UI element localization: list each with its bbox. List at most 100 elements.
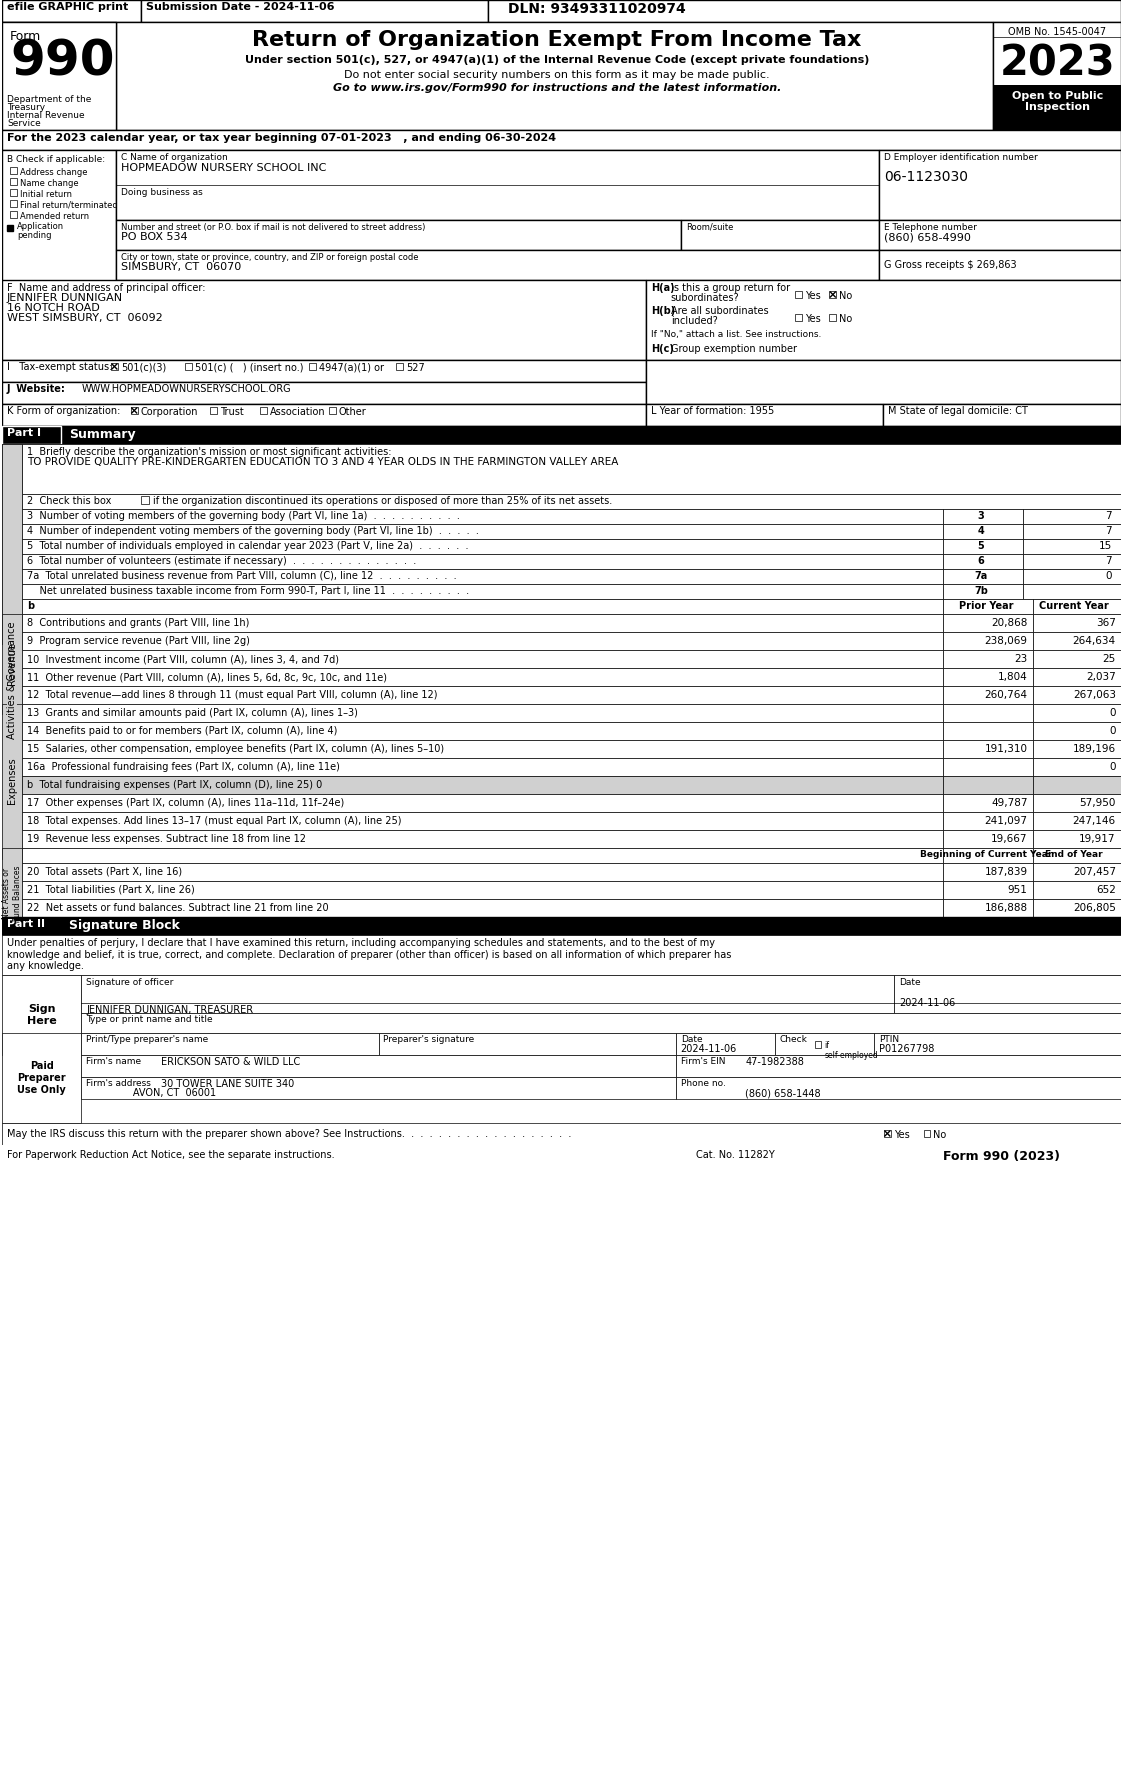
Bar	[21, 585, 944, 599]
Text: 501(c) (   ) (insert no.): 501(c) ( ) (insert no.)	[195, 364, 304, 373]
Text: Name change: Name change	[20, 178, 78, 187]
Text: 18  Total expenses. Add lines 13–17 (must equal Part IX, column (A), line 25): 18 Total expenses. Add lines 13–17 (must…	[27, 816, 401, 826]
Bar	[1033, 685, 1121, 705]
Bar	[944, 848, 1033, 864]
Bar	[2, 705, 21, 858]
Text: Activities & Governance: Activities & Governance	[7, 622, 17, 738]
Text: TO PROVIDE QUALITY PRE-KINDERGARTEN EDUCATION TO 3 AND 4 YEAR OLDS IN THE FARMIN: TO PROVIDE QUALITY PRE-KINDERGARTEN EDUC…	[27, 457, 618, 466]
Text: 191,310: 191,310	[984, 743, 1027, 754]
Bar	[21, 615, 944, 632]
Bar	[676, 1033, 774, 1054]
Bar	[830, 291, 837, 298]
Text: No: No	[839, 291, 852, 300]
Text: May the IRS discuss this return with the preparer shown above? See Instructions.: May the IRS discuss this return with the…	[7, 1128, 571, 1139]
Bar	[884, 1130, 891, 1137]
Text: PO BOX 534: PO BOX 534	[121, 231, 187, 242]
Text: Prior Year: Prior Year	[959, 600, 1013, 611]
Text: G Gross receipts $ 269,863: G Gross receipts $ 269,863	[884, 260, 1016, 270]
Text: Trust: Trust	[220, 406, 244, 417]
Bar	[1033, 668, 1121, 685]
Text: Treasury: Treasury	[7, 102, 45, 111]
Bar	[795, 291, 802, 298]
Text: 1  Briefly describe the organization's mission or most significant activities:: 1 Briefly describe the organization's mi…	[27, 447, 392, 457]
Bar	[21, 685, 944, 705]
Text: Yes: Yes	[894, 1130, 910, 1141]
Bar	[260, 406, 266, 413]
Bar	[1023, 539, 1121, 555]
Text: H(b): H(b)	[651, 306, 675, 316]
Bar	[21, 569, 944, 585]
Bar	[1033, 650, 1121, 668]
Text: No: No	[934, 1130, 947, 1141]
Text: Revenue: Revenue	[7, 643, 17, 685]
Bar	[830, 314, 837, 321]
Bar	[944, 758, 1033, 775]
Text: C Name of organization: C Name of organization	[121, 154, 228, 162]
Bar	[944, 812, 1033, 830]
Text: 20  Total assets (Part X, line 16): 20 Total assets (Part X, line 16)	[27, 867, 182, 878]
Text: 19  Revenue less expenses. Subtract line 18 from line 12: 19 Revenue less expenses. Subtract line …	[27, 834, 306, 844]
Text: Firm's name: Firm's name	[86, 1058, 141, 1067]
Text: 16a  Professional fundraising fees (Part IX, column (A), line 11e): 16a Professional fundraising fees (Part …	[27, 761, 340, 772]
Bar	[2, 150, 116, 350]
Bar	[210, 406, 217, 413]
Bar	[21, 599, 944, 615]
Text: WWW.HOPMEADOWNURSERYSCHOOL.ORG: WWW.HOPMEADOWNURSERYSCHOOL.ORG	[81, 383, 291, 394]
Bar	[81, 1054, 676, 1077]
Text: 3  Number of voting members of the governing body (Part VI, line 1a)  .  .  .  .: 3 Number of voting members of the govern…	[27, 510, 460, 521]
Bar	[21, 632, 944, 650]
Text: Firm's EIN: Firm's EIN	[681, 1058, 725, 1067]
Bar	[2, 0, 1121, 21]
Bar	[2, 934, 1121, 975]
Bar	[879, 150, 1121, 221]
Text: 25: 25	[1103, 653, 1115, 664]
Bar	[944, 569, 1023, 585]
Text: if the organization discontinued its operations or disposed of more than 25% of : if the organization discontinued its ope…	[152, 496, 612, 507]
Text: subordinates?: subordinates?	[671, 293, 739, 304]
Text: 264,634: 264,634	[1073, 636, 1115, 646]
Bar	[924, 1130, 930, 1137]
Text: 49,787: 49,787	[991, 798, 1027, 809]
Bar	[141, 496, 149, 503]
Bar	[883, 404, 1121, 426]
Bar	[81, 1014, 1121, 1033]
Text: L Year of formation: 1955: L Year of formation: 1955	[651, 406, 774, 417]
Text: Association: Association	[270, 406, 325, 417]
Text: Beginning of Current Year: Beginning of Current Year	[920, 849, 1052, 858]
Bar	[879, 251, 1121, 281]
Bar	[81, 1077, 676, 1098]
Text: Department of the: Department of the	[7, 95, 91, 104]
Text: Internal Revenue: Internal Revenue	[7, 111, 85, 120]
Bar	[2, 975, 81, 1054]
Bar	[21, 881, 944, 899]
Bar	[944, 525, 1023, 539]
Bar	[814, 1040, 822, 1047]
Bar	[2, 426, 61, 443]
Bar	[646, 360, 1121, 404]
Bar	[81, 1033, 378, 1054]
Text: Open to Public: Open to Public	[1012, 92, 1103, 101]
Bar	[2, 615, 21, 713]
Bar	[329, 406, 336, 413]
Bar	[21, 722, 944, 740]
Text: Submission Date - 2024-11-06: Submission Date - 2024-11-06	[146, 2, 334, 12]
Text: 4: 4	[978, 526, 984, 537]
Bar	[894, 975, 1121, 1014]
Text: If "No," attach a list. See instructions.: If "No," attach a list. See instructions…	[651, 330, 822, 339]
Bar	[10, 200, 17, 207]
Bar	[944, 740, 1033, 758]
Bar	[21, 899, 944, 917]
Text: 20,868: 20,868	[991, 618, 1027, 629]
Bar	[1033, 899, 1121, 917]
Text: 5  Total number of individuals employed in calendar year 2023 (Part V, line 2a) : 5 Total number of individuals employed i…	[27, 540, 469, 551]
Bar	[2, 917, 1121, 934]
Bar	[1023, 525, 1121, 539]
Text: Firm's address: Firm's address	[86, 1079, 151, 1088]
Bar	[1033, 632, 1121, 650]
Text: 990: 990	[10, 39, 114, 87]
Bar	[1023, 585, 1121, 599]
Text: Signature of officer: Signature of officer	[86, 978, 174, 987]
Text: 260,764: 260,764	[984, 691, 1027, 699]
Text: Go to www.irs.gov/Form990 for instructions and the latest information.: Go to www.irs.gov/Form990 for instructio…	[333, 83, 781, 94]
Bar	[944, 830, 1033, 848]
